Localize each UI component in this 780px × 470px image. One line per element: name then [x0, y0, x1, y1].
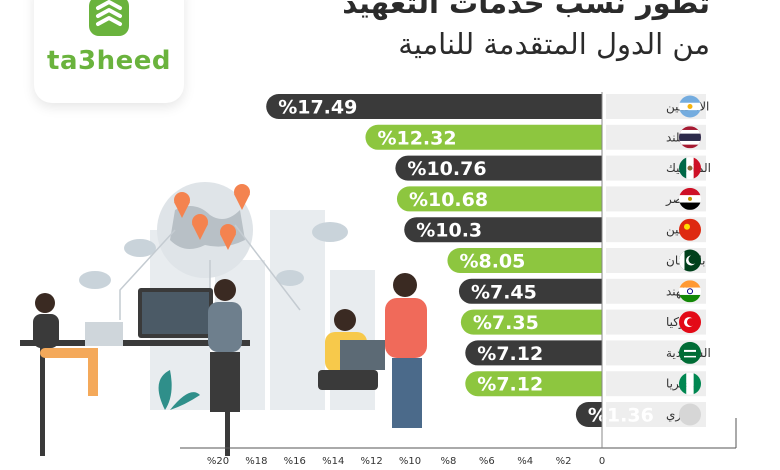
cloud-icon [79, 222, 348, 289]
bar-row: %8.05باكستان [447, 248, 706, 273]
bar-value-label: %7.12 [477, 374, 543, 396]
logo-mark-icon [89, 0, 129, 36]
china-flag-icon [679, 218, 701, 241]
bar-value-label: %1.36 [588, 405, 654, 427]
mexico-flag-icon [679, 157, 701, 180]
person-woman-graphic [33, 293, 123, 396]
tick-label: %14 [322, 456, 344, 467]
people-illustration [20, 182, 427, 456]
bar-row: %12.32 تايلند [365, 124, 706, 150]
bar-row: %17.49الارجنتين [266, 94, 709, 119]
tick-label: %2 [556, 456, 572, 467]
bar [404, 217, 602, 243]
turkey-flag-icon [679, 311, 701, 334]
bar-value-label: %7.45 [471, 281, 537, 303]
bar-row: %7.12نيجيريا [465, 371, 706, 397]
tick-label: %10 [399, 456, 421, 467]
bar [458, 278, 602, 304]
bar-row: %10.76المكسيك [395, 155, 711, 181]
bar-row: %7.12السعودية [465, 340, 711, 366]
bar-value-label: %12.32 [377, 127, 456, 149]
logo-text: ta3heed [47, 46, 171, 76]
person-man-graphic [208, 279, 242, 412]
bar [465, 371, 602, 397]
bar-value-label: %10.3 [416, 220, 482, 242]
bar-row: %10.3الصين [404, 217, 706, 243]
argentina-flag-icon [679, 95, 701, 118]
tick-label: %12 [360, 456, 382, 467]
bar [447, 248, 602, 273]
bar [460, 309, 602, 335]
title-line-2: من الدول المتقدمة للنامية [398, 27, 710, 61]
thailand-flag-icon [679, 126, 701, 149]
logo-card: ta3heed [34, 0, 184, 103]
nigeria-flag-icon [679, 372, 701, 395]
bar [575, 402, 602, 427]
bar [465, 340, 602, 366]
location-pin-icon [174, 184, 250, 250]
tick-label: %4 [517, 456, 533, 467]
saudi-flag-icon [679, 341, 701, 364]
bar-row: %1.36أخري [575, 402, 706, 427]
other-flag-icon [679, 403, 701, 426]
tick-label: %8 [440, 456, 456, 467]
bar-row: %7.35 تركيا [460, 309, 706, 335]
bar [396, 186, 602, 212]
tick-label: %16 [284, 456, 306, 467]
bar-value-label: %10.76 [407, 158, 486, 180]
person-laptop-graphic [318, 309, 385, 390]
plant-graphic [158, 370, 200, 410]
bar [266, 94, 602, 119]
bar-value-label: %7.35 [473, 312, 539, 334]
tick-label: 0 [599, 456, 605, 467]
tick-label: %20 [207, 456, 229, 467]
tick-label: %6 [479, 456, 495, 467]
india-flag-icon [679, 280, 701, 303]
title-line-1: تطور نسب خدمات التعهيد [342, 0, 710, 20]
bar-value-label: %7.12 [477, 343, 543, 365]
person-standing-graphic [385, 273, 427, 428]
bar-row: %7.45 الهند [458, 278, 706, 304]
egypt-flag-icon [679, 187, 701, 210]
bar-value-label: %10.68 [409, 189, 488, 211]
bar-value-label: %17.49 [278, 97, 357, 119]
bar [365, 124, 602, 150]
tick-label: %18 [245, 456, 267, 467]
pakistan-flag-icon [679, 249, 701, 272]
bar-value-label: %8.05 [459, 251, 525, 273]
bar-row: %10.68 مصر [396, 186, 706, 212]
bar [395, 155, 602, 181]
